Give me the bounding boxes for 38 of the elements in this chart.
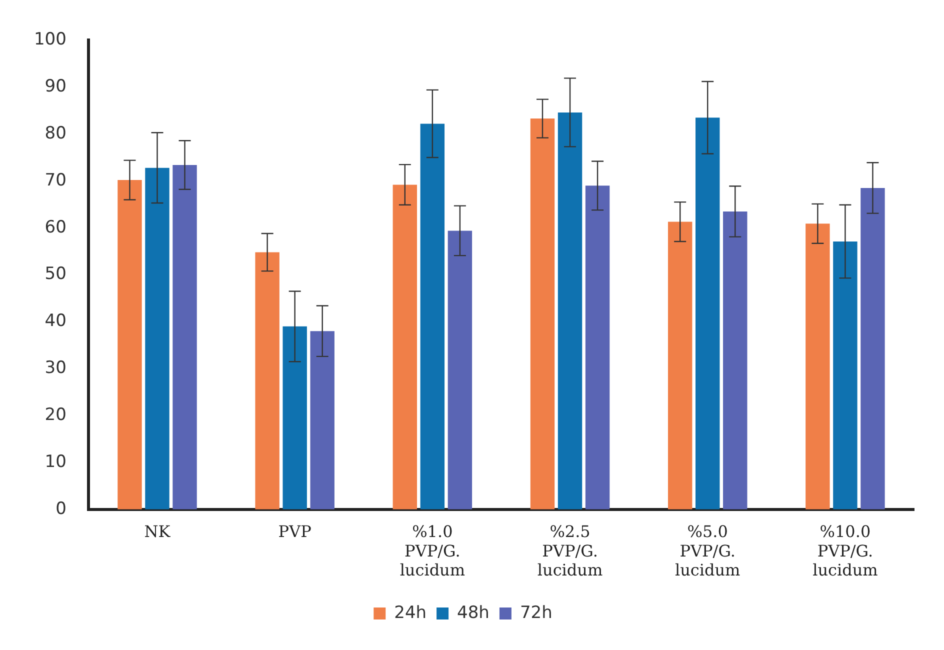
bar (860, 188, 885, 510)
y-tick-label: 30 (44, 358, 66, 378)
x-tick-label: %2.5 PVP/G. lucidum (537, 522, 603, 580)
legend-label: 48h (457, 602, 490, 623)
bar (668, 222, 692, 510)
x-tick-label: PVP (278, 522, 312, 542)
bar (696, 118, 720, 510)
bar (723, 211, 748, 510)
bar (530, 118, 555, 510)
y-tick-label: 60 (44, 217, 66, 238)
bar (806, 224, 830, 510)
bar (145, 168, 170, 510)
bar (310, 331, 334, 510)
y-tick-label: 40 (44, 311, 66, 332)
y-tick-label: 10 (44, 452, 66, 472)
y-tick-label: 50 (44, 264, 66, 284)
legend-label: 72h (520, 602, 552, 623)
x-tick-label: NK (144, 522, 172, 542)
y-tick-label: 90 (44, 76, 66, 97)
y-tick-label: 70 (44, 170, 66, 190)
bar (255, 252, 280, 510)
legend-label: 24h (394, 602, 427, 623)
bar (172, 165, 197, 510)
bar (448, 230, 472, 510)
bar (282, 326, 307, 510)
x-tick-label: %10.0 PVP/G. lucidum (812, 522, 878, 580)
y-tick-label: 80 (44, 123, 66, 144)
bar (118, 180, 142, 510)
y-tick-label: 20 (44, 404, 66, 425)
x-tick-label: %1.0 PVP/G. lucidum (400, 522, 466, 580)
bar (585, 186, 610, 510)
bar (392, 184, 418, 510)
y-tick-label: 100 (34, 30, 66, 50)
bar (833, 241, 858, 510)
x-tick-label: %5.0 PVP/G. lucidum (675, 522, 740, 580)
y-tick-label: 0 (56, 498, 66, 519)
bar (420, 124, 445, 510)
bar (558, 112, 582, 510)
